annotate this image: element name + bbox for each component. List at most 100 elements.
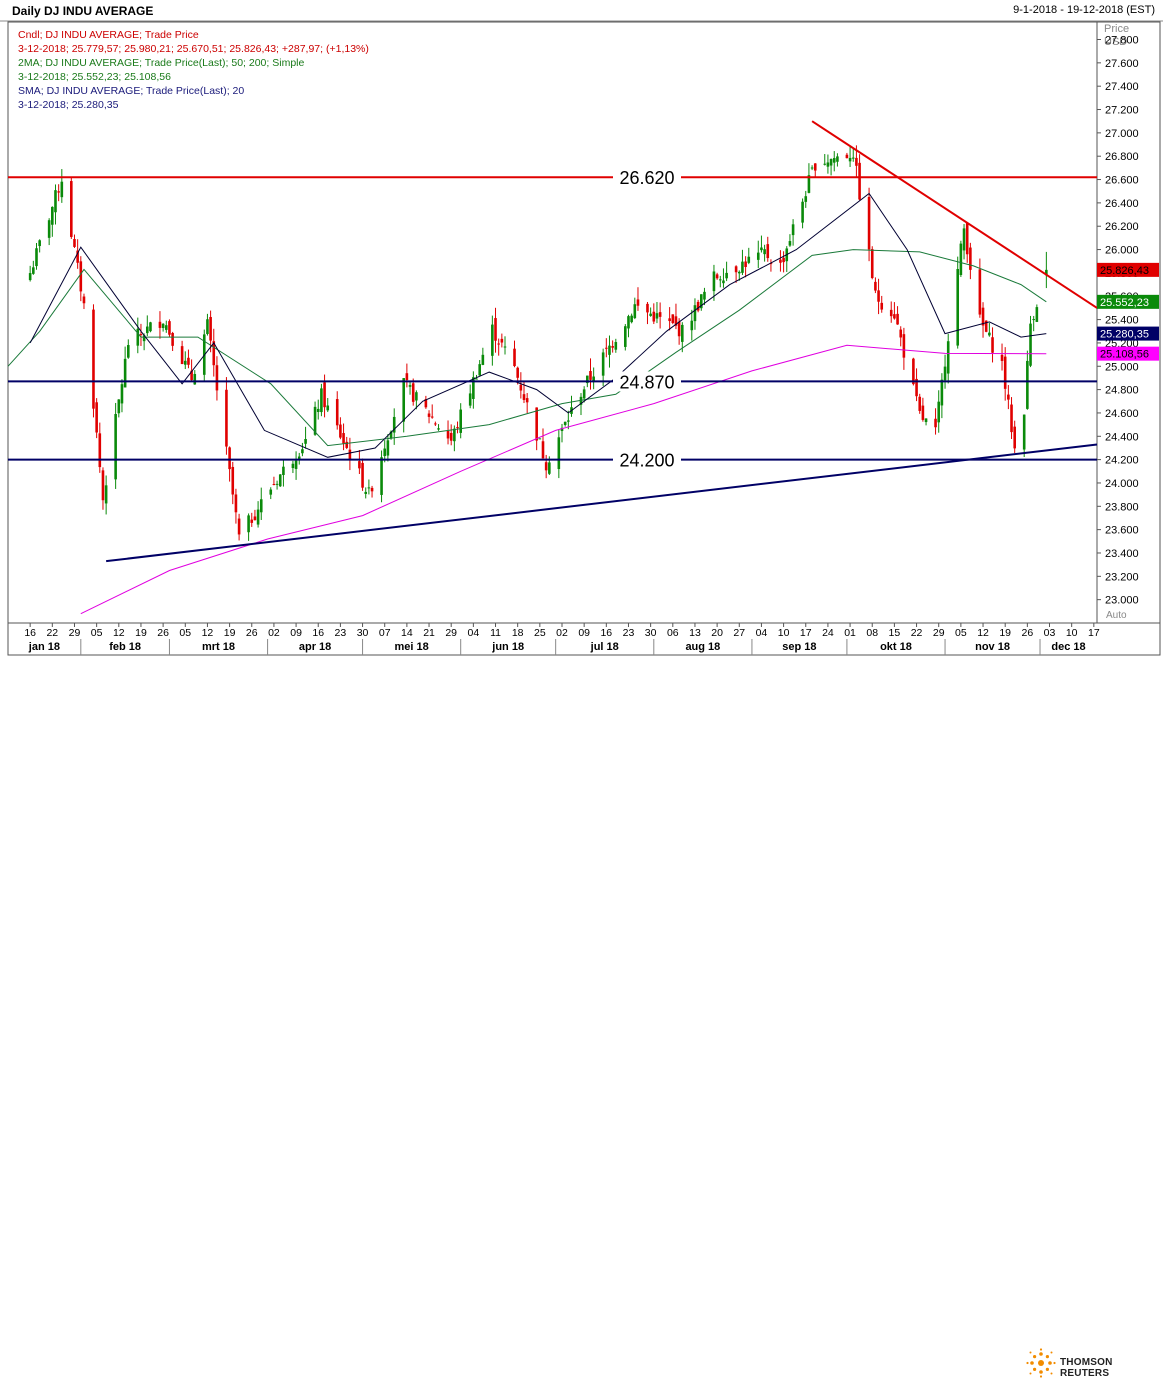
candle xyxy=(608,335,611,368)
candle-body xyxy=(145,326,149,334)
legend-ma-label: 2MA; DJ INDU AVERAGE; Trade Price(Last);… xyxy=(18,57,305,69)
x-tick-label: 07 xyxy=(379,627,391,639)
x-tick-label: 26 xyxy=(246,627,258,639)
candle-body xyxy=(358,461,361,469)
candle-body xyxy=(836,156,839,162)
candle xyxy=(82,293,86,310)
x-tick-label: 02 xyxy=(556,627,568,639)
candle xyxy=(361,458,364,491)
candle-body xyxy=(652,311,656,322)
candle xyxy=(693,298,697,330)
candle xyxy=(272,476,276,486)
candle xyxy=(984,320,988,333)
x-tick-label: 10 xyxy=(1066,627,1078,639)
candle xyxy=(126,339,130,359)
candle-body xyxy=(991,337,994,353)
candle xyxy=(734,265,738,283)
candle-body xyxy=(722,280,725,284)
candle-body xyxy=(889,309,893,317)
chart-title: Daily DJ INDU AVERAGE xyxy=(12,4,154,18)
candle-body xyxy=(715,274,719,279)
candle xyxy=(259,487,263,520)
candle xyxy=(1045,251,1048,289)
candle-body xyxy=(1035,307,1039,322)
y-tick-label: 27.600 xyxy=(1105,58,1139,70)
candle xyxy=(981,302,985,338)
candle xyxy=(760,235,763,253)
candle xyxy=(54,184,57,225)
candle-body xyxy=(877,290,880,302)
candle-body xyxy=(829,159,833,166)
candle xyxy=(408,381,412,395)
candle xyxy=(655,301,659,324)
price-tag-label: 25.552,23 xyxy=(1100,297,1149,309)
candle-body xyxy=(345,441,349,448)
candle-body xyxy=(544,462,548,471)
candle xyxy=(741,249,744,276)
candle-body xyxy=(823,163,827,165)
candle-body xyxy=(845,154,849,159)
candle-body xyxy=(579,396,583,405)
candle xyxy=(560,423,564,443)
candle xyxy=(335,391,339,430)
candle-body xyxy=(858,162,861,200)
candle xyxy=(829,158,833,176)
x-month-label: jun 18 xyxy=(491,641,524,653)
candle-body xyxy=(981,307,985,326)
candle xyxy=(801,198,804,229)
candle-body xyxy=(608,345,611,355)
candle xyxy=(60,169,64,203)
candle xyxy=(95,398,98,439)
candle-body xyxy=(54,190,57,213)
candle xyxy=(427,410,431,424)
candle-body xyxy=(1022,414,1026,450)
candle-body xyxy=(259,499,263,513)
candle-body xyxy=(557,437,561,470)
candle-body xyxy=(760,247,763,251)
candle xyxy=(206,313,209,336)
candle-body xyxy=(962,228,966,251)
candle-body xyxy=(28,273,32,281)
candle xyxy=(449,424,453,446)
candle-body xyxy=(921,405,925,420)
candle xyxy=(456,421,459,434)
candle xyxy=(1007,385,1010,410)
candle-body xyxy=(253,516,257,521)
y-tick-label: 26.600 xyxy=(1105,175,1139,187)
candle-body xyxy=(272,484,276,486)
candle-body xyxy=(1013,426,1016,449)
candle xyxy=(168,319,171,337)
candle xyxy=(161,323,165,332)
x-tick-label: 17 xyxy=(1088,627,1100,639)
x-tick-label: 19 xyxy=(135,627,147,639)
candle xyxy=(630,313,633,324)
candle-body xyxy=(589,371,592,380)
candle xyxy=(117,399,121,418)
candle-body xyxy=(212,341,216,366)
candle-body xyxy=(316,408,320,413)
candle xyxy=(1013,420,1016,454)
candle-body xyxy=(468,393,472,406)
candle xyxy=(180,340,184,365)
candle xyxy=(624,324,627,351)
candle xyxy=(715,272,719,280)
price-tag-label: 25.108,56 xyxy=(1100,349,1149,361)
candle xyxy=(813,163,817,177)
candle xyxy=(503,336,507,355)
candle-body xyxy=(680,324,684,342)
candle xyxy=(718,275,722,288)
candle-body xyxy=(76,250,79,263)
candle xyxy=(73,234,76,248)
x-tick-label: 12 xyxy=(113,627,125,639)
y-tick-label: 27.000 xyxy=(1105,128,1139,140)
candle-body xyxy=(380,457,383,495)
candle-body xyxy=(513,348,516,367)
candle-body xyxy=(804,196,808,202)
candle xyxy=(481,347,485,366)
y-tick-label: 27.800 xyxy=(1105,35,1139,47)
x-month-label: aug 18 xyxy=(685,641,720,653)
candle xyxy=(747,247,751,265)
candle xyxy=(70,176,73,239)
candle xyxy=(769,259,773,272)
